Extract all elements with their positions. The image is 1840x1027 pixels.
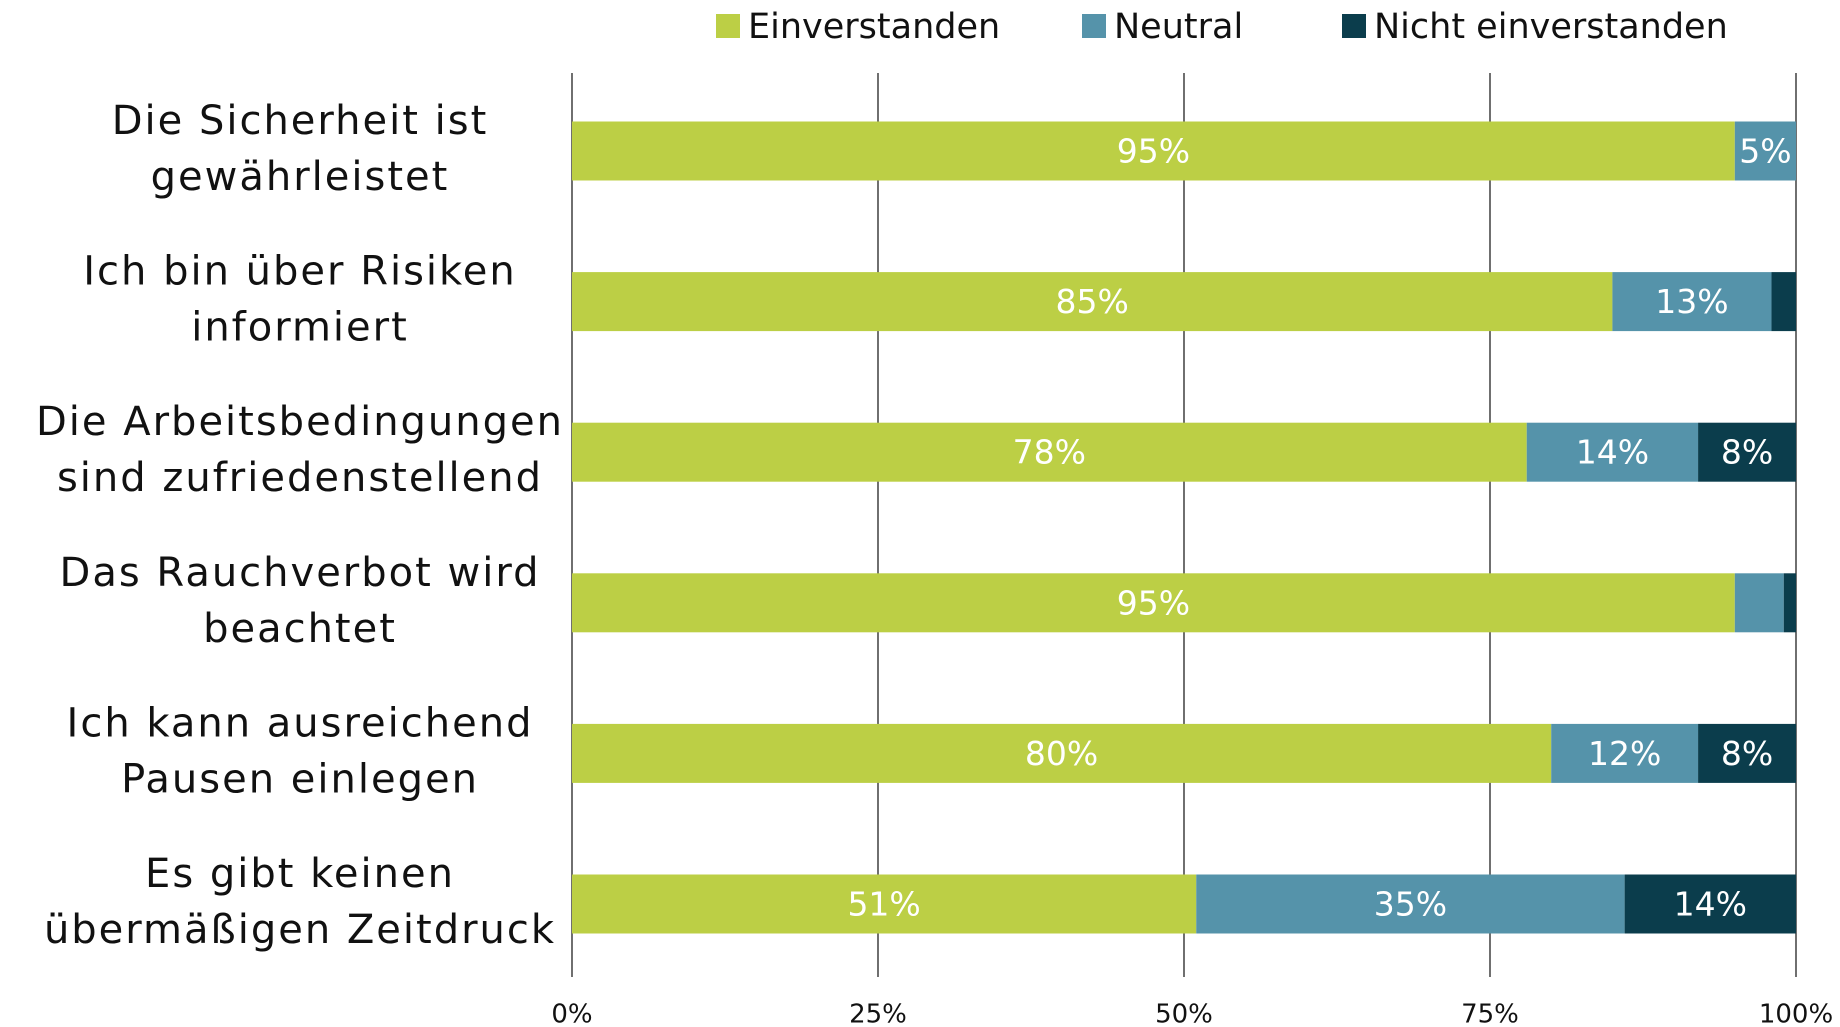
legend-swatch — [716, 14, 740, 38]
category-label: Ich kann ausreichend — [67, 700, 534, 746]
bar-segment — [1734, 573, 1784, 633]
category-label: Ich bin über Risiken — [83, 249, 517, 295]
bar-segment — [572, 874, 1197, 934]
x-tick-label: 25% — [849, 1000, 907, 1027]
value-label: 80% — [1025, 734, 1098, 773]
category-label: Pausen einlegen — [121, 756, 479, 802]
category-label: sind zufriedenstellend — [57, 455, 543, 501]
bar-segment — [572, 272, 1613, 332]
value-label: 85% — [1056, 282, 1129, 321]
value-label: 51% — [847, 885, 920, 924]
bar-segment — [1526, 422, 1699, 482]
value-label: 14% — [1576, 433, 1649, 472]
bar-segment — [1771, 272, 1796, 332]
x-tick-label: 50% — [1155, 1000, 1213, 1027]
legend-label: Nicht einverstanden — [1374, 7, 1728, 47]
value-label: 8% — [1721, 734, 1773, 773]
value-label: 95% — [1117, 583, 1190, 622]
bar-segment — [1551, 723, 1699, 783]
category-label: beachtet — [203, 606, 397, 652]
bar-segment — [1698, 422, 1796, 482]
x-tick-label: 100% — [1759, 1000, 1833, 1027]
value-label: 35% — [1374, 885, 1447, 924]
bar-segment — [1624, 874, 1796, 934]
legend-swatch — [1342, 14, 1366, 38]
legend-label: Einverstanden — [748, 7, 1000, 47]
bar-segment — [1698, 723, 1796, 783]
bar-segment — [1196, 874, 1625, 934]
category-label: Es gibt keinen — [145, 851, 455, 897]
bar-segment — [572, 723, 1552, 783]
x-tick-label: 0% — [551, 1000, 592, 1027]
bar-segment — [1783, 573, 1796, 633]
value-label: 14% — [1674, 885, 1747, 924]
value-label: 5% — [1739, 132, 1791, 171]
category-label: Die Sicherheit ist — [112, 98, 489, 144]
x-tick-label: 75% — [1461, 1000, 1519, 1027]
category-label: gewährleistet — [151, 154, 450, 200]
legend-swatch — [1082, 14, 1106, 38]
bar-segment — [572, 573, 1735, 633]
category-label: Die Arbeitsbedingungen — [36, 399, 564, 445]
bar-segment — [572, 121, 1735, 181]
category-label: Das Rauchverbot wird — [60, 550, 541, 596]
category-label: übermäßigen Zeitdruck — [44, 907, 556, 953]
value-label: 78% — [1013, 433, 1086, 472]
value-label: 95% — [1117, 132, 1190, 171]
value-label: 12% — [1588, 734, 1661, 773]
bar-segment — [572, 422, 1527, 482]
bar-segment — [1612, 272, 1772, 332]
value-label: 13% — [1655, 282, 1728, 321]
bar-segment — [1734, 121, 1796, 181]
legend-label: Neutral — [1114, 7, 1243, 47]
category-label: informiert — [191, 305, 409, 351]
value-label: 8% — [1721, 433, 1773, 472]
